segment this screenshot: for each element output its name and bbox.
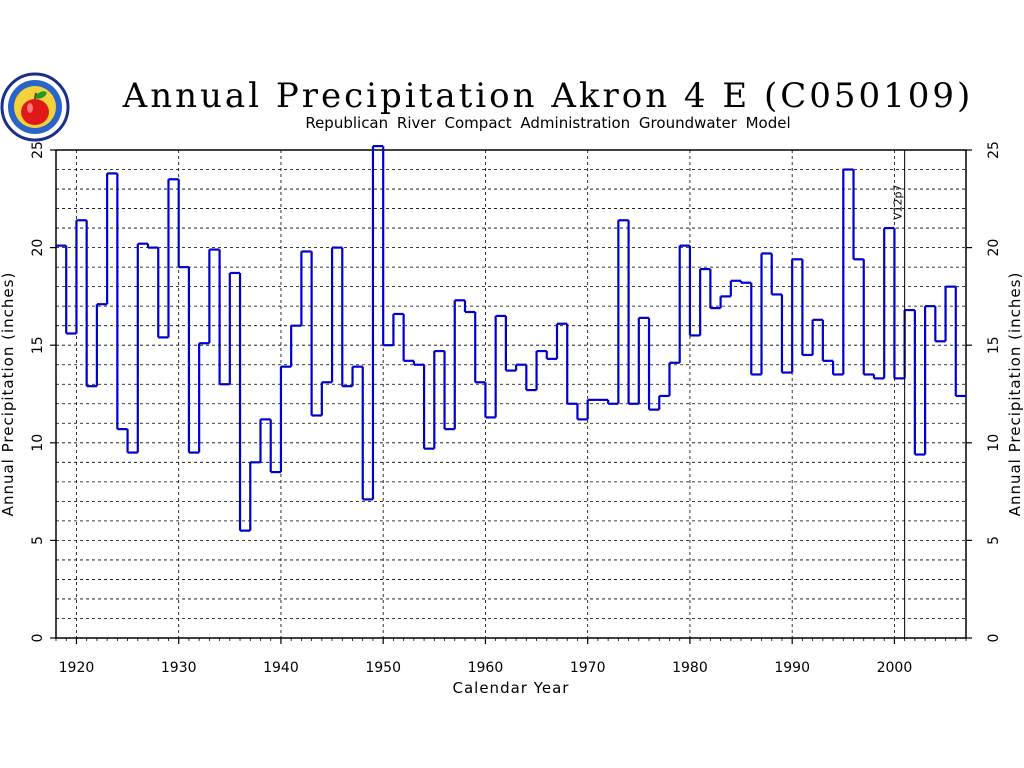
- y-axis-left-labels: 0 5 10 15 20 25: [30, 141, 46, 642]
- y-axis-title-left: Annual Precipitation (inches): [0, 272, 17, 517]
- y-tick-label-right: 20: [986, 239, 1002, 257]
- y-axis-title-right: Annual Precipitation (inches): [1006, 272, 1024, 517]
- x-axis-labels: 1920 1930 1940 1950 1960 1970 1980 1990 2000: [59, 660, 913, 676]
- y-tick-label-left: 0: [30, 634, 46, 643]
- x-tick-label: 1940: [263, 660, 299, 676]
- y-tick-label-left: 5: [30, 536, 46, 545]
- plot-frame: [55, 149, 967, 639]
- x-tick-label: 1970: [570, 660, 606, 676]
- chart-subtitle: Republican River Compact Administration …: [305, 114, 790, 132]
- x-tick-label: 2000: [877, 660, 913, 676]
- model-version-label: V12p7: [892, 184, 905, 220]
- apple-seal-icon: [0, 72, 70, 142]
- y-axis-right-labels: 0 5 10 15 20 25: [986, 141, 1002, 642]
- y-tick-label-right: 0: [986, 634, 1002, 643]
- x-tick-label: 1990: [774, 660, 810, 676]
- x-tick-label: 1960: [468, 660, 504, 676]
- y-tick-label-right: 15: [986, 336, 1002, 354]
- x-axis-title: Calendar Year: [453, 679, 570, 697]
- x-tick-label: 1920: [59, 660, 95, 676]
- grid-lines: [56, 150, 966, 638]
- y-tick-label-left: 10: [30, 434, 46, 452]
- chart-title: Annual Precipitation Akron 4 E (C050109): [122, 76, 974, 116]
- y-tick-label-right: 10: [986, 434, 1002, 452]
- y-tick-label-left: 15: [30, 336, 46, 354]
- y-tick-label-left: 20: [30, 239, 46, 257]
- x-tick-label: 1980: [672, 660, 708, 676]
- y-tick-label-left: 25: [30, 141, 46, 159]
- x-tick-label: 1950: [365, 660, 401, 676]
- y-tick-label-right: 5: [986, 536, 1002, 545]
- y-tick-label-right: 25: [986, 141, 1002, 159]
- x-tick-label: 1930: [161, 660, 197, 676]
- precipitation-series: [56, 144, 966, 532]
